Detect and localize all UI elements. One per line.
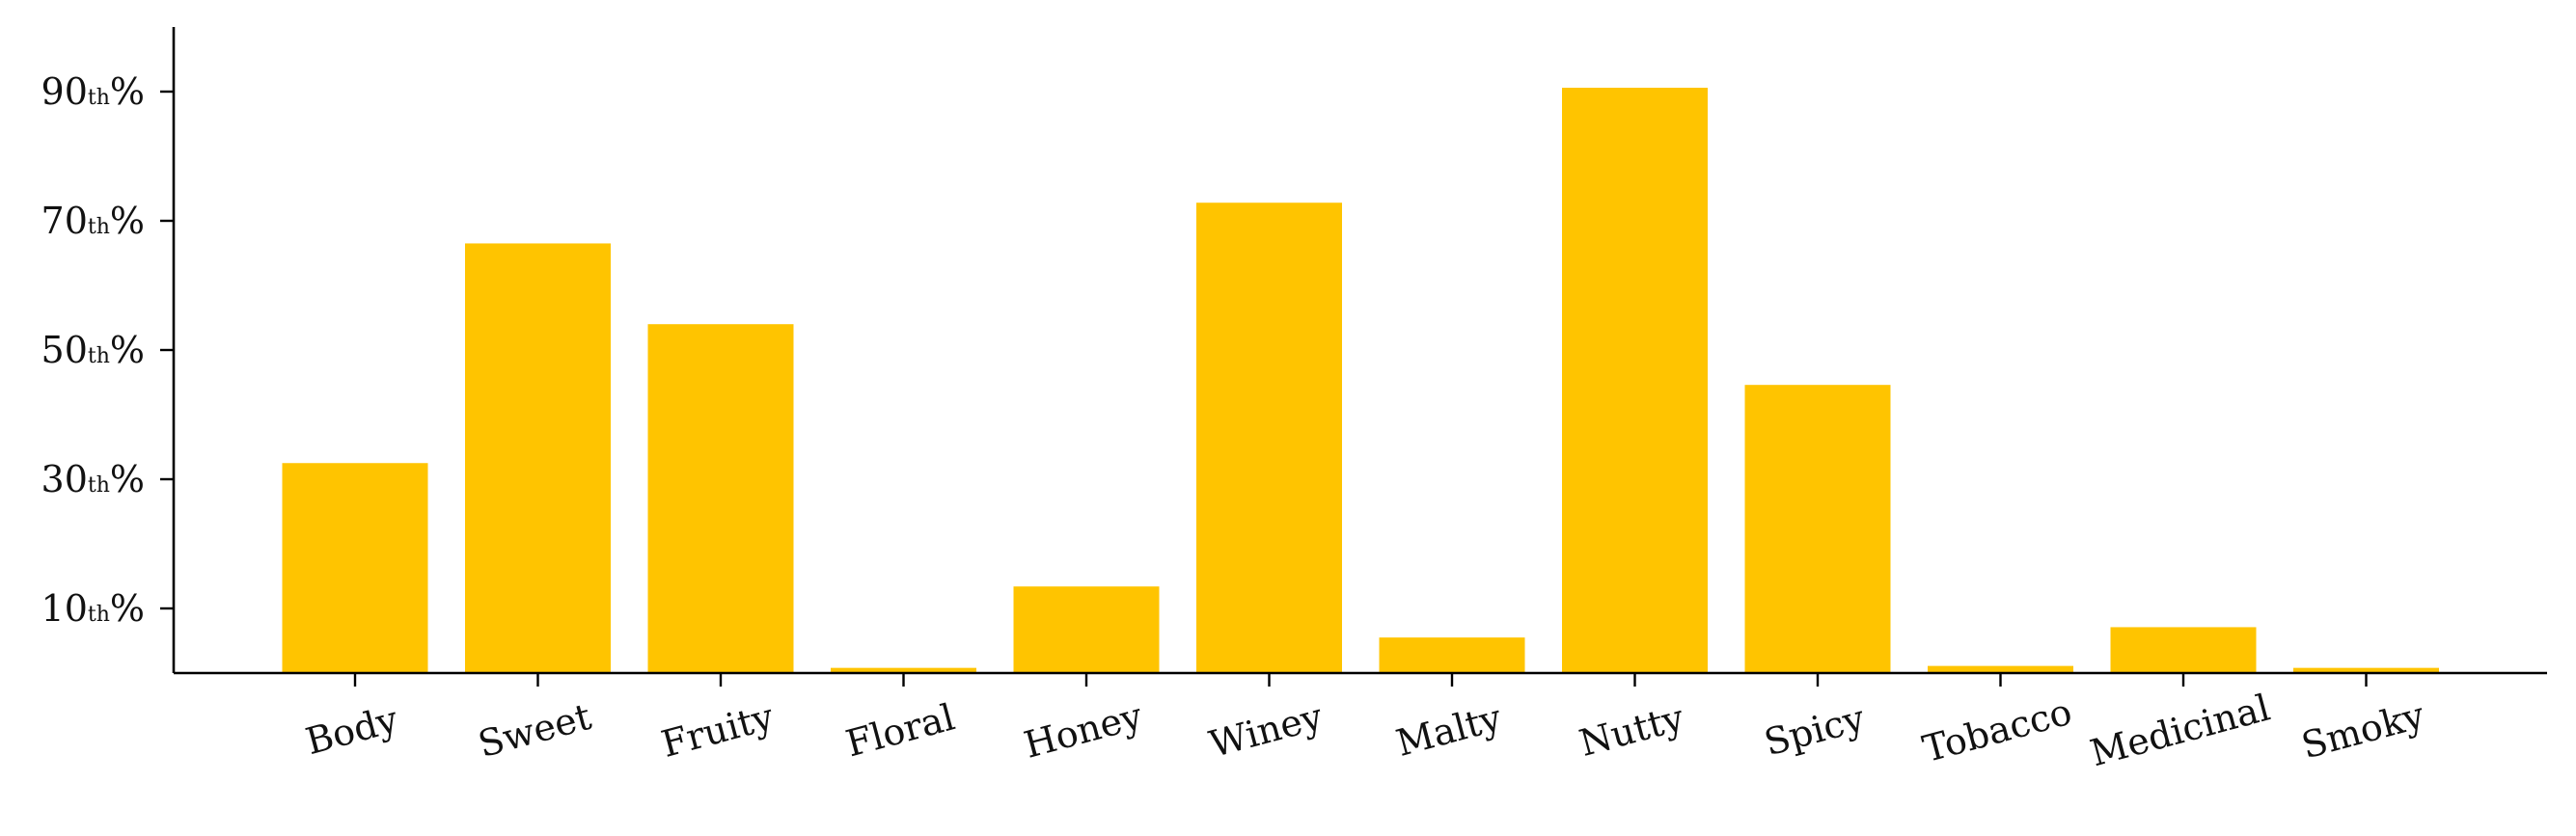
x-tick-label-honey: Honey: [1020, 694, 1147, 767]
bar-body: [282, 463, 428, 673]
x-tick-label-medicinal: Medicinal: [2086, 687, 2274, 775]
bar-smoky: [2293, 667, 2439, 673]
bar-sweet: [465, 243, 611, 673]
x-axis-ticks: Body Sweet Fruity Floral Honey Winey Malty Nutt…: [301, 673, 2429, 774]
x-tick-label-spicy: Spicy: [1760, 696, 1870, 764]
x-tick-label-winey: Winey: [1205, 695, 1328, 766]
x-tick-label-malty: Malty: [1392, 696, 1507, 765]
bar-honey: [1013, 586, 1160, 673]
bar-fruity: [647, 324, 794, 673]
bar-nutty: [1562, 87, 1708, 674]
bar-malty: [1379, 637, 1525, 673]
y-tick-label-30: 30th%: [41, 458, 145, 500]
bar-winey: [1196, 202, 1342, 674]
bar-floral: [831, 667, 976, 673]
x-tick-label-fruity: Fruity: [657, 695, 779, 766]
y-axis-ticks: 10th% 30th% 50th% 70th% 90th%: [41, 70, 174, 630]
x-tick-label-sweet: Sweet: [474, 695, 595, 766]
x-tick-label-nutty: Nutty: [1575, 696, 1688, 765]
x-tick-label-smoky: Smoky: [2297, 693, 2429, 767]
y-tick-label-70: 70th%: [41, 200, 145, 242]
x-tick-label-tobacco: Tobacco: [1918, 690, 2076, 770]
bar-medicinal: [2110, 627, 2257, 673]
y-tick-label-90: 90th%: [41, 70, 145, 113]
bar-tobacco: [1928, 665, 2073, 673]
bar-spicy: [1744, 385, 1891, 673]
bars-group: [282, 87, 2439, 674]
x-tick-label-body: Body: [301, 698, 402, 764]
y-tick-label-10: 10th%: [41, 587, 145, 630]
y-tick-label-50: 50th%: [41, 329, 145, 371]
x-tick-label-floral: Floral: [841, 695, 959, 765]
